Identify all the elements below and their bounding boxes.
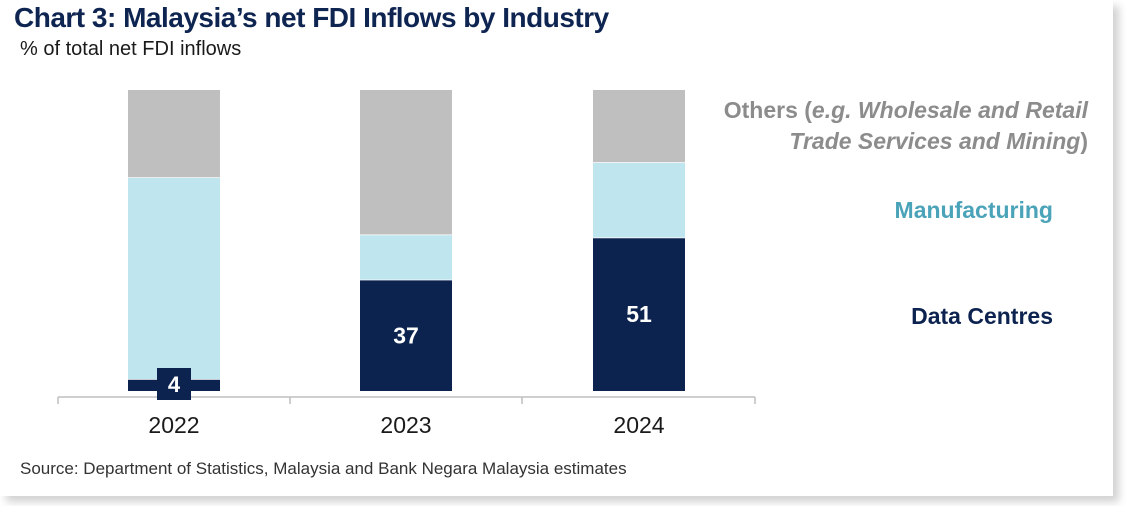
bar-manufacturing-2024: [593, 162, 685, 238]
bar-others-2022: [128, 90, 220, 178]
source-note: Source: Department of Statistics, Malays…: [20, 459, 627, 478]
data-labels-layer: 4 37 51: [157, 301, 652, 400]
x-tick-label-2024: 2024: [613, 412, 664, 438]
bar-data-centres-2023: [360, 279, 452, 391]
data-label-box-2022: [157, 368, 191, 400]
bar-others-2024: [593, 90, 685, 163]
legend-data-centres: Data Centres: [911, 303, 1053, 329]
legend-others-line2: Trade Services and Mining): [789, 128, 1088, 154]
x-tick-label-2023: 2023: [380, 412, 431, 438]
bar-manufacturing-2023: [360, 234, 452, 280]
chart-title: Chart 3: Malaysia’s net FDI Inflows by I…: [14, 2, 609, 33]
bars-layer: [128, 90, 685, 391]
legend-manufacturing: Manufacturing: [895, 197, 1053, 223]
x-tick-label-2022: 2022: [148, 412, 199, 438]
data-label-2022: 4: [168, 372, 181, 397]
bar-data-centres-2024: [593, 237, 685, 391]
x-axis: 2022 2023 2024: [57, 396, 756, 438]
data-label-2023: 37: [393, 322, 419, 348]
legend-others-line1: Others (e.g. Wholesale and Retail: [724, 97, 1089, 123]
bar-manufacturing-2022: [128, 177, 220, 379]
chart-subtitle: % of total net FDI inflows: [20, 38, 242, 60]
data-label-2024: 51: [626, 301, 652, 327]
bar-others-2023: [360, 90, 452, 235]
